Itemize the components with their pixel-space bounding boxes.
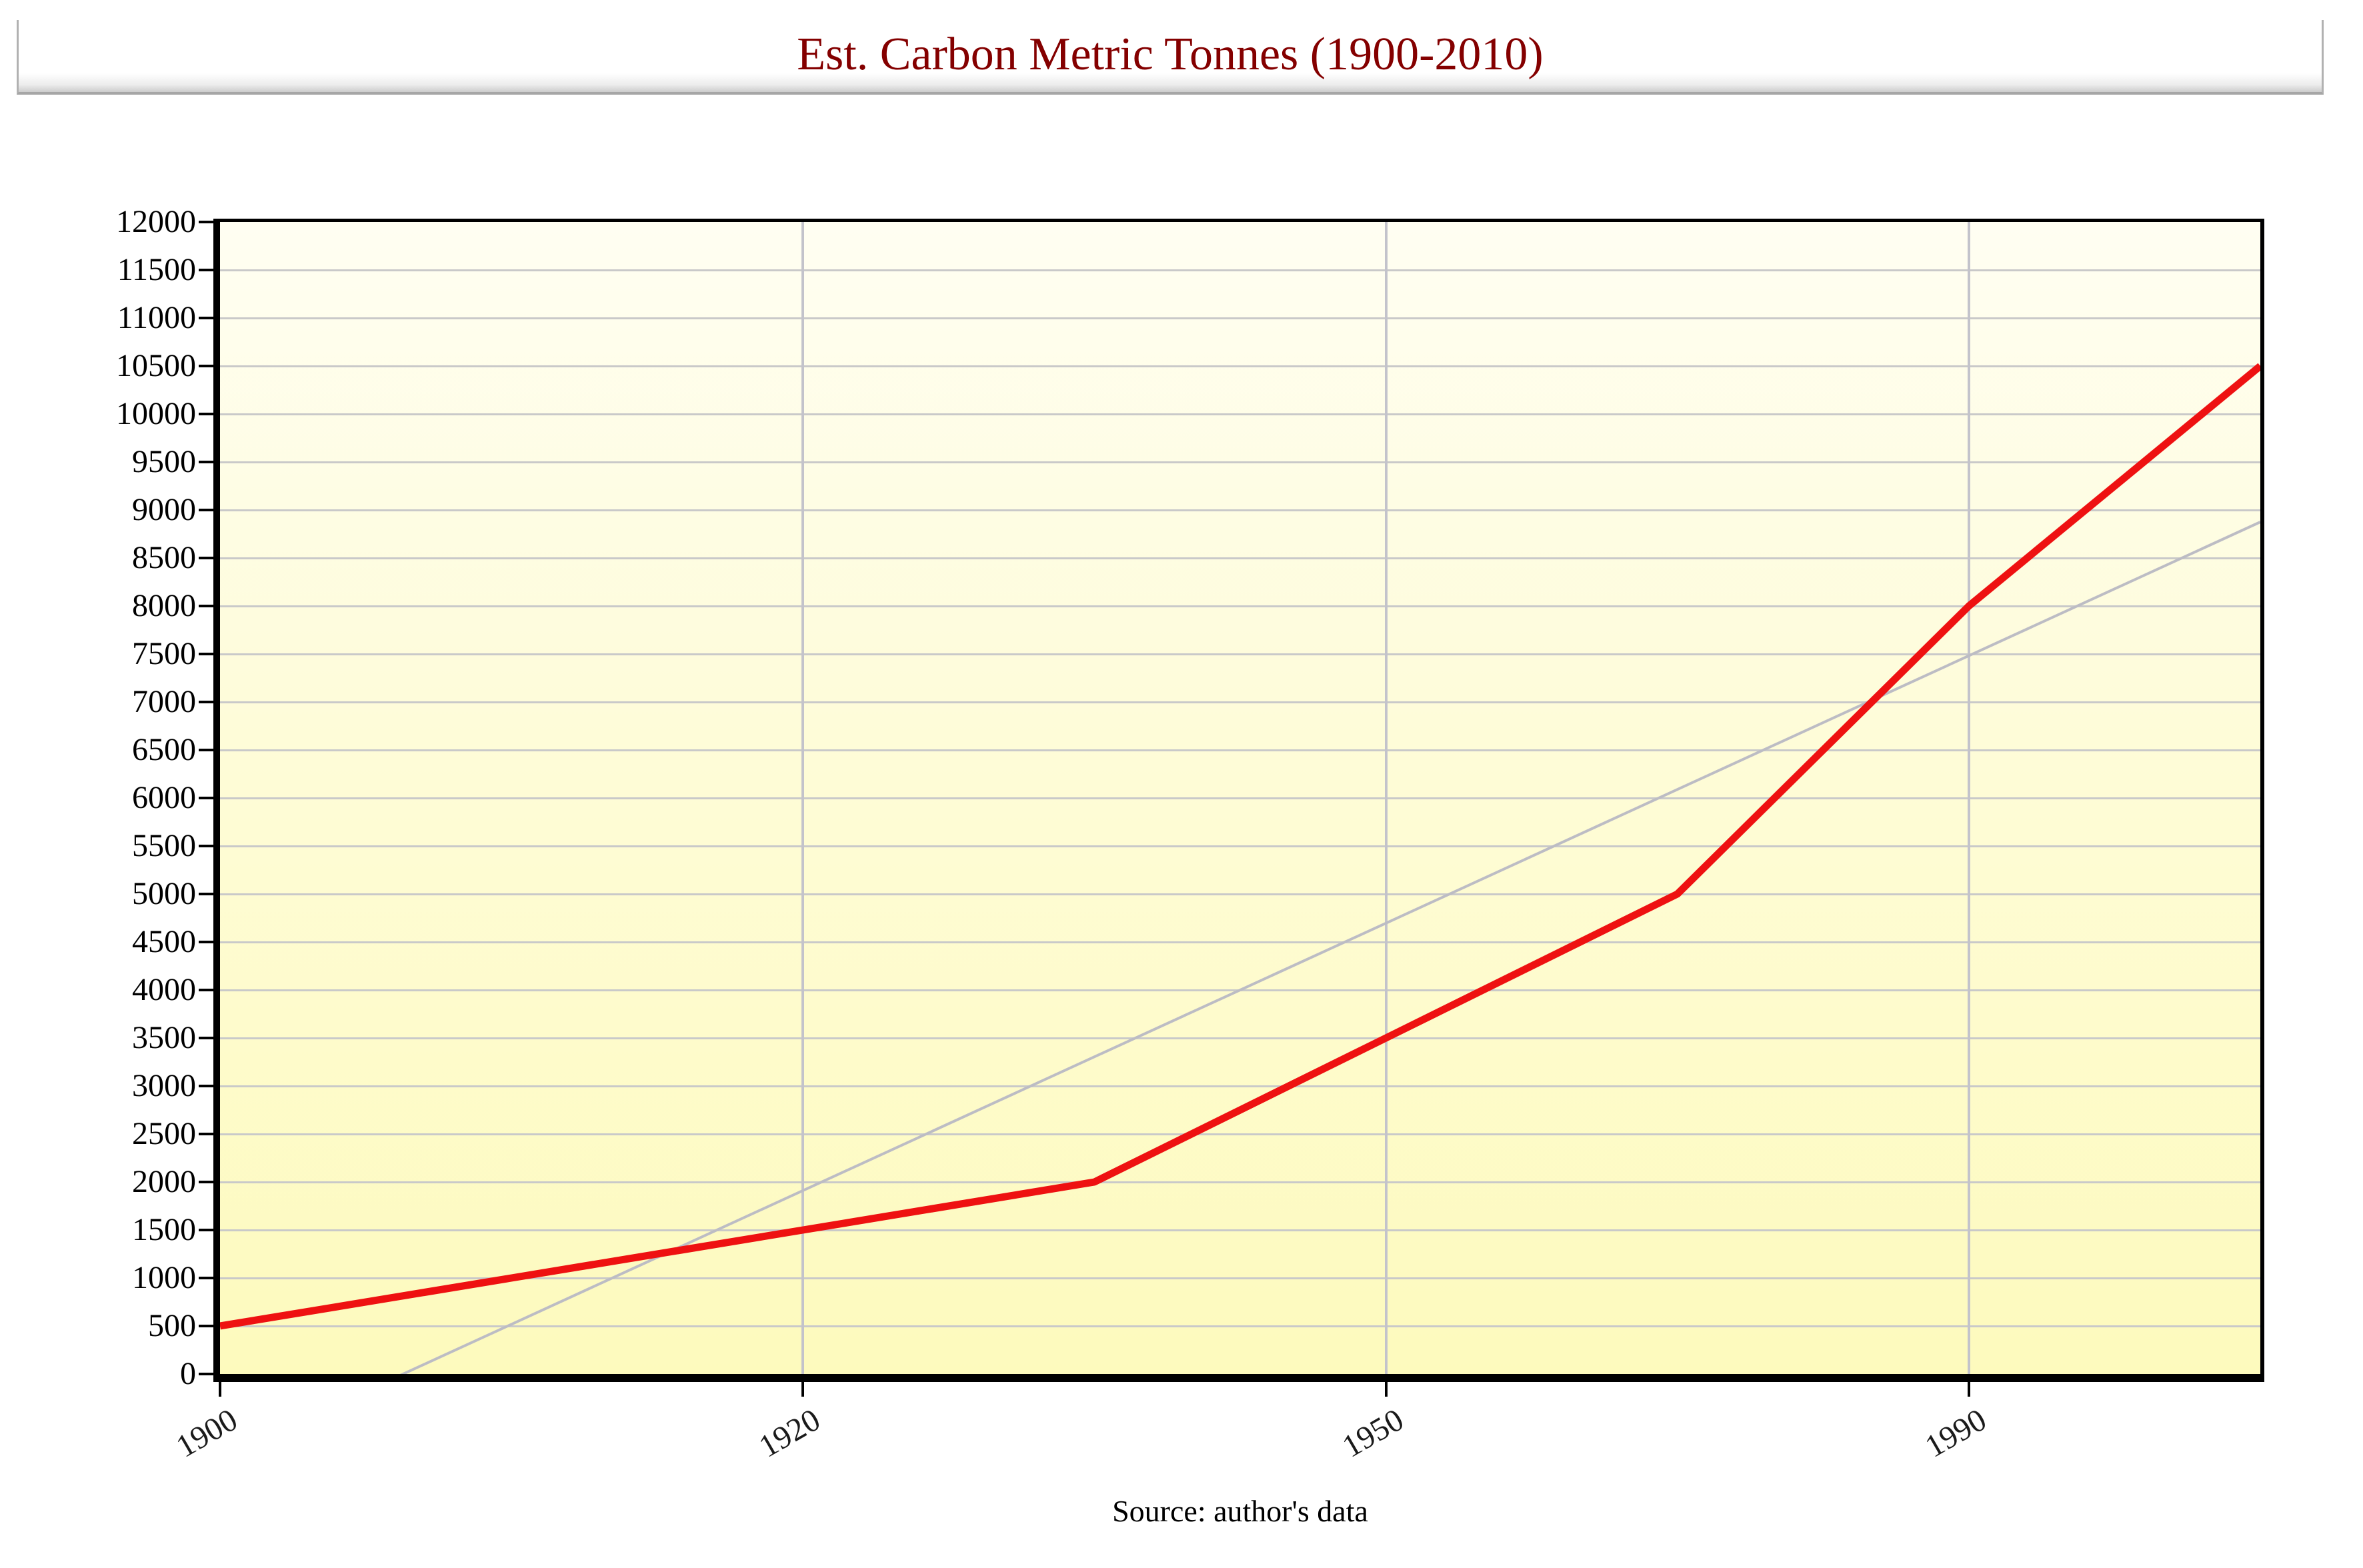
x-gridline bbox=[1967, 222, 1970, 1374]
y-gridline bbox=[220, 941, 2260, 943]
y-axis-tick bbox=[199, 1085, 213, 1087]
y-tick-label: 1500 bbox=[132, 1212, 196, 1247]
y-tick-label: 2000 bbox=[132, 1164, 196, 1199]
y-gridline bbox=[220, 797, 2260, 799]
y-tick-label: 4000 bbox=[132, 972, 196, 1007]
y-gridline bbox=[220, 653, 2260, 655]
y-axis-tick bbox=[199, 893, 213, 895]
y-axis-tick bbox=[199, 797, 213, 799]
y-tick-label: 2500 bbox=[132, 1116, 196, 1151]
y-axis-tick bbox=[199, 269, 213, 271]
y-tick-label: 6000 bbox=[132, 780, 196, 815]
y-gridline bbox=[220, 605, 2260, 607]
y-axis-tick bbox=[199, 653, 213, 655]
y-gridline bbox=[220, 1037, 2260, 1039]
x-tick-label: 1950 bbox=[1336, 1401, 1410, 1465]
y-gridline bbox=[220, 701, 2260, 703]
y-tick-label: 10000 bbox=[116, 396, 196, 431]
y-axis-tick bbox=[199, 1181, 213, 1183]
y-axis-tick bbox=[199, 1229, 213, 1231]
y-gridline bbox=[220, 413, 2260, 415]
y-axis-tick bbox=[199, 845, 213, 847]
y-tick-label: 5000 bbox=[132, 876, 196, 911]
x-tick-label: 1900 bbox=[170, 1401, 243, 1465]
y-axis-tick bbox=[199, 1325, 213, 1327]
y-gridline bbox=[220, 749, 2260, 751]
x-axis-tick bbox=[219, 1382, 221, 1397]
y-axis-tick bbox=[199, 221, 213, 223]
y-axis-tick bbox=[199, 1133, 213, 1135]
y-gridline bbox=[220, 365, 2260, 367]
y-tick-label: 8500 bbox=[132, 540, 196, 575]
x-gridline bbox=[801, 222, 805, 1374]
y-axis-tick bbox=[199, 365, 213, 367]
y-axis-tick bbox=[199, 989, 213, 991]
y-axis-tick bbox=[199, 413, 213, 415]
y-gridline bbox=[220, 269, 2260, 271]
y-tick-label: 9000 bbox=[132, 492, 196, 527]
y-tick-label: 12000 bbox=[116, 204, 196, 239]
y-gridline bbox=[220, 1229, 2260, 1231]
y-tick-label: 6500 bbox=[132, 732, 196, 767]
source-note: Source: author's data bbox=[1112, 1494, 1368, 1528]
y-gridline bbox=[220, 557, 2260, 559]
y-axis-tick bbox=[199, 1373, 213, 1375]
y-tick-label: 3000 bbox=[132, 1068, 196, 1103]
y-axis-tick bbox=[199, 317, 213, 319]
y-tick-label: 7000 bbox=[132, 684, 196, 719]
y-tick-label: 1000 bbox=[132, 1260, 196, 1295]
y-gridline bbox=[220, 845, 2260, 847]
y-tick-label: 3500 bbox=[132, 1020, 196, 1055]
y-tick-label: 8000 bbox=[132, 588, 196, 623]
x-axis-tick bbox=[801, 1382, 805, 1397]
y-axis-tick bbox=[199, 701, 213, 703]
x-axis-tick bbox=[1384, 1382, 1388, 1397]
y-gridline bbox=[220, 461, 2260, 463]
plot-area bbox=[213, 219, 2264, 1382]
y-tick-label: 4500 bbox=[132, 924, 196, 959]
y-tick-label: 5500 bbox=[132, 828, 196, 863]
chart-title: Est. Carbon Metric Tonnes (1900-2010) bbox=[797, 29, 1544, 80]
x-axis-tick bbox=[1967, 1382, 1970, 1397]
x-tick-label: 1920 bbox=[753, 1401, 827, 1465]
y-gridline bbox=[220, 1181, 2260, 1183]
x-gridline bbox=[1384, 222, 1388, 1374]
y-gridline bbox=[220, 989, 2260, 991]
y-tick-label: 0 bbox=[180, 1356, 196, 1391]
y-axis-tick bbox=[199, 1037, 213, 1039]
y-gridline bbox=[220, 1085, 2260, 1087]
y-gridline bbox=[220, 509, 2260, 511]
y-axis-tick bbox=[199, 509, 213, 511]
y-tick-label: 11000 bbox=[117, 300, 196, 335]
y-gridline bbox=[220, 893, 2260, 895]
y-axis-tick bbox=[199, 749, 213, 751]
y-axis-tick bbox=[199, 461, 213, 463]
x-tick-label: 1990 bbox=[1919, 1401, 1992, 1465]
y-gridline bbox=[220, 1325, 2260, 1327]
y-tick-label: 9500 bbox=[132, 444, 196, 479]
y-tick-label: 7500 bbox=[132, 636, 196, 671]
y-gridline bbox=[220, 1277, 2260, 1279]
y-tick-label: 500 bbox=[148, 1308, 196, 1343]
y-axis-tick bbox=[199, 1277, 213, 1279]
y-tick-label: 11500 bbox=[117, 252, 196, 287]
y-tick-label: 10500 bbox=[116, 348, 196, 383]
y-axis-tick bbox=[199, 605, 213, 607]
y-gridline bbox=[220, 1133, 2260, 1135]
chart-header: Est. Carbon Metric Tonnes (1900-2010) bbox=[17, 20, 2324, 95]
y-axis-tick bbox=[199, 557, 213, 559]
y-axis-tick bbox=[199, 941, 213, 943]
y-gridline bbox=[220, 317, 2260, 319]
